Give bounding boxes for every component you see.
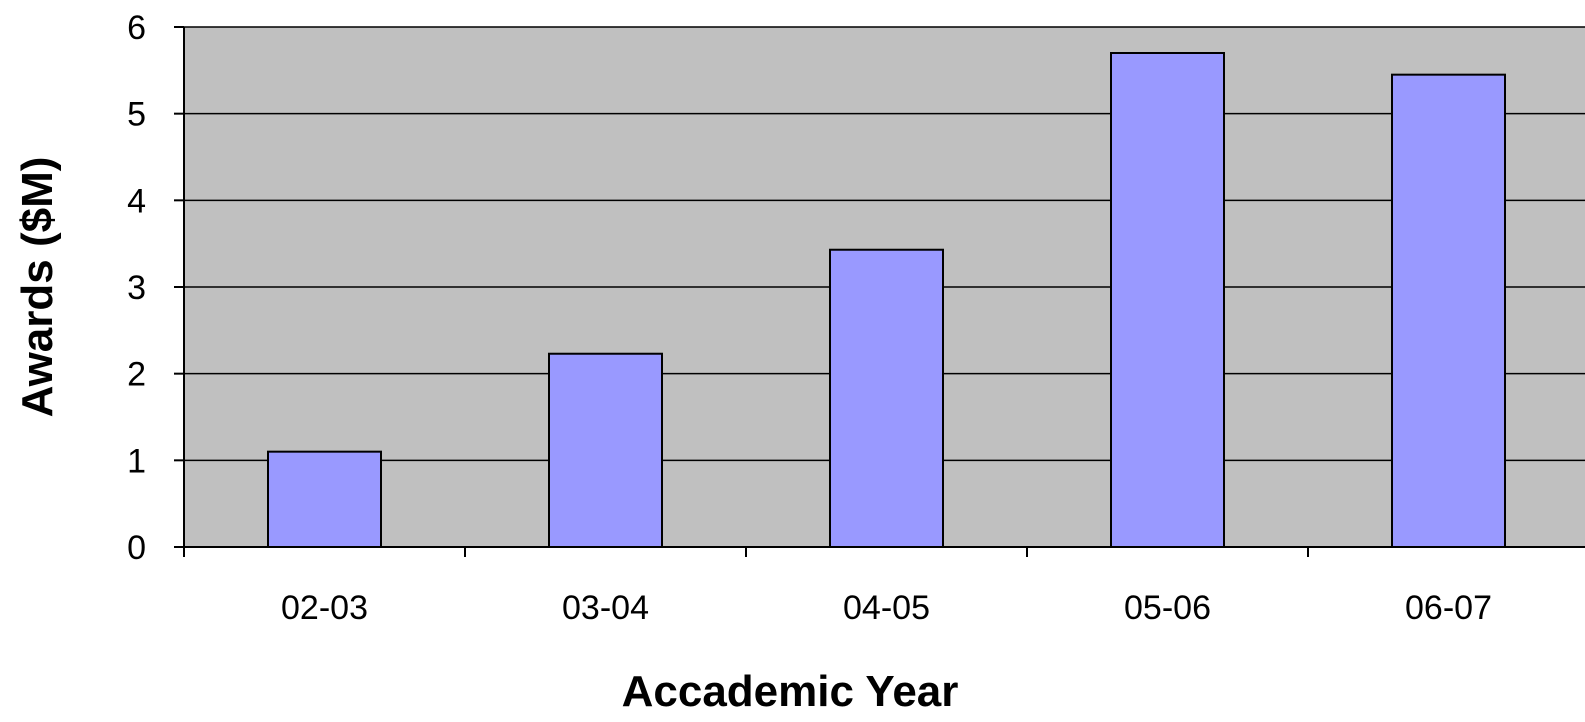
x-tick-labels: 02-03 03-04 04-05 05-06 06-07: [281, 589, 1492, 627]
x-tick-label: 02-03: [281, 589, 368, 627]
y-tick-label: 0: [127, 529, 146, 567]
axes: [174, 26, 1585, 557]
x-tick-label: 04-05: [843, 589, 930, 627]
y-tick-label: 6: [127, 9, 146, 47]
x-tick-label: 06-07: [1405, 589, 1492, 627]
y-axis-title: Awards ($M): [13, 157, 62, 418]
bar-03-04: [548, 352, 663, 548]
y-tick-label: 4: [127, 182, 146, 220]
bars: [267, 52, 1506, 549]
y-tick-label: 2: [127, 356, 146, 394]
bar-04-05: [829, 248, 944, 548]
y-tick-label: 5: [127, 96, 146, 134]
y-tick-label: 3: [127, 269, 146, 307]
y-tick-labels: 0 1 2 3 4 5 6: [127, 9, 146, 567]
x-tick-label: 05-06: [1124, 589, 1211, 627]
bar-06-07: [1391, 73, 1506, 549]
y-tick-label: 1: [127, 442, 146, 480]
x-axis-title: Accademic Year: [622, 667, 959, 716]
x-tick-label: 03-04: [562, 589, 649, 627]
bar-05-06: [1110, 52, 1225, 548]
bar-02-03: [267, 450, 382, 548]
